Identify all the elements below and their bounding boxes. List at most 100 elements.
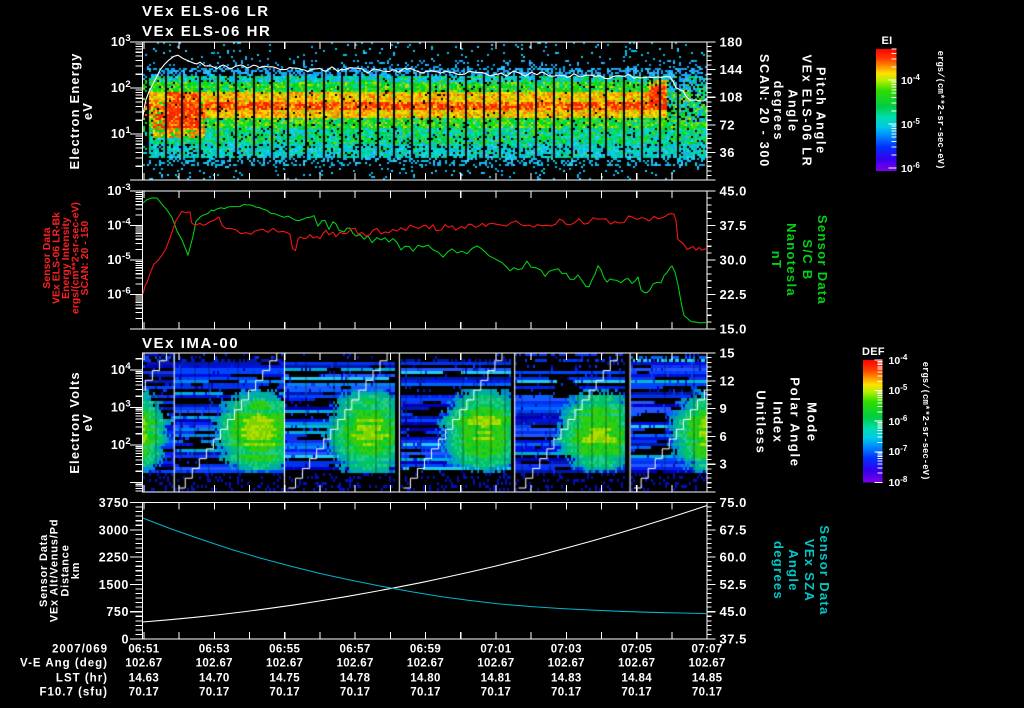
svg-text:3750: 3750: [99, 496, 129, 510]
svg-text:Angle: Angle: [785, 89, 799, 133]
svg-text:Sensor Data: Sensor Data: [817, 525, 832, 615]
svg-text:1500: 1500: [99, 578, 129, 592]
svg-text:70.17: 70.17: [481, 687, 512, 699]
svg-text:06:57: 06:57: [340, 644, 371, 656]
svg-text:37.5: 37.5: [720, 632, 747, 647]
svg-text:52.5: 52.5: [720, 577, 747, 592]
svg-text:VEx IMA-00: VEx IMA-00: [142, 335, 239, 352]
svg-text:Electron Volts: Electron Volts: [67, 371, 82, 474]
svg-text:15: 15: [720, 346, 735, 361]
svg-text:30.0: 30.0: [720, 253, 747, 268]
svg-text:06:59: 06:59: [410, 644, 441, 656]
svg-text:VEx ELS-06 LR: VEx ELS-06 LR: [142, 3, 270, 20]
svg-text:10-5: 10-5: [901, 117, 920, 131]
svg-text:S/C B: S/C B: [800, 239, 815, 280]
svg-text:70.17: 70.17: [129, 687, 160, 699]
svg-text:Sensor Data: Sensor Data: [42, 227, 53, 288]
svg-text:10-6: 10-6: [889, 414, 908, 428]
svg-text:3000: 3000: [99, 523, 129, 537]
svg-text:70.17: 70.17: [621, 687, 652, 699]
svg-text:45.0: 45.0: [720, 184, 747, 199]
svg-text:F10.7 (sfu): F10.7 (sfu): [39, 687, 108, 699]
svg-text:102.67: 102.67: [477, 658, 514, 670]
svg-text:10-5: 10-5: [889, 383, 908, 397]
svg-text:15.0: 15.0: [720, 322, 747, 337]
svg-text:10-4: 10-4: [107, 217, 131, 233]
svg-text:10-6: 10-6: [107, 286, 131, 302]
svg-text:SCAN: 20 - 150: SCAN: 20 - 150: [80, 221, 91, 296]
svg-text:07:05: 07:05: [621, 644, 652, 656]
svg-text:72: 72: [720, 117, 735, 132]
svg-text:22.5: 22.5: [720, 287, 747, 302]
svg-text:SCAN: 20 - 300: SCAN: 20 - 300: [757, 54, 771, 168]
svg-text:10-7: 10-7: [889, 444, 908, 458]
svg-text:07:07: 07:07: [692, 644, 723, 656]
svg-text:10-6: 10-6: [901, 161, 920, 175]
svg-text:102.67: 102.67: [548, 658, 585, 670]
svg-text:70.17: 70.17: [269, 687, 300, 699]
svg-text:67.5: 67.5: [720, 522, 747, 537]
svg-text:103: 103: [111, 33, 131, 49]
svg-text:102.67: 102.67: [688, 658, 725, 670]
svg-text:12: 12: [720, 373, 735, 388]
svg-text:102.67: 102.67: [407, 658, 444, 670]
svg-text:DEF: DEF: [862, 346, 885, 358]
svg-text:14.83: 14.83: [551, 673, 582, 685]
svg-text:10-3: 10-3: [107, 182, 131, 198]
svg-text:70.17: 70.17: [340, 687, 371, 699]
svg-text:06:55: 06:55: [269, 644, 300, 656]
svg-text:750: 750: [106, 605, 129, 619]
svg-text:102.67: 102.67: [618, 658, 655, 670]
svg-text:VEx Alt/Venus/Pd: VEx Alt/Venus/Pd: [49, 519, 61, 622]
svg-text:104: 104: [111, 361, 132, 377]
svg-text:degrees: degrees: [771, 541, 786, 600]
svg-text:10-5: 10-5: [107, 251, 131, 267]
svg-text:60.0: 60.0: [720, 550, 747, 565]
svg-text:VEx ELS-06 LR: VEx ELS-06 LR: [800, 54, 814, 167]
svg-text:101: 101: [111, 125, 132, 141]
svg-text:nT: nT: [769, 251, 784, 269]
svg-text:07:03: 07:03: [551, 644, 582, 656]
svg-text:14.70: 14.70: [199, 673, 230, 685]
svg-text:ergs/(cm**2-sr-sec-eV): ergs/(cm**2-sr-sec-eV): [70, 202, 81, 314]
svg-text:102.67: 102.67: [266, 658, 303, 670]
svg-text:Unitless: Unitless: [753, 390, 768, 454]
svg-text:Pitch Angle: Pitch Angle: [814, 67, 828, 155]
svg-text:km: km: [70, 562, 82, 580]
svg-text:45.0: 45.0: [720, 604, 747, 619]
svg-text:Angle: Angle: [786, 549, 801, 592]
svg-text:102: 102: [111, 79, 131, 95]
svg-text:3: 3: [720, 457, 728, 472]
svg-text:eV: eV: [80, 413, 95, 431]
svg-text:2250: 2250: [99, 551, 129, 565]
svg-text:180: 180: [720, 35, 743, 50]
svg-text:14.85: 14.85: [692, 673, 723, 685]
svg-text:14.81: 14.81: [481, 673, 512, 685]
svg-text:10-4: 10-4: [901, 73, 920, 87]
svg-text:14.78: 14.78: [340, 673, 371, 685]
svg-text:VEx ELS-06 HR: VEx ELS-06 HR: [142, 23, 271, 40]
svg-text:06:51: 06:51: [128, 644, 159, 656]
svg-text:0: 0: [121, 633, 129, 647]
svg-text:102.67: 102.67: [125, 658, 162, 670]
svg-text:14.84: 14.84: [621, 673, 652, 685]
svg-text:EI: EI: [882, 35, 893, 47]
svg-text:ergs/(cm**2-sr-sec-eV): ergs/(cm**2-sr-sec-eV): [920, 362, 930, 481]
svg-text:6: 6: [720, 429, 728, 444]
svg-text:V-E Ang (deg): V-E Ang (deg): [20, 658, 108, 670]
svg-text:70.17: 70.17: [199, 687, 230, 699]
svg-text:LST (hr): LST (hr): [56, 673, 108, 685]
svg-text:Nanotesla: Nanotesla: [784, 223, 799, 297]
svg-text:VEx ELS-06 LR-Bk: VEx ELS-06 LR-Bk: [52, 212, 63, 304]
svg-text:37.5: 37.5: [720, 218, 747, 233]
svg-text:36: 36: [720, 145, 735, 160]
svg-text:75.0: 75.0: [720, 495, 747, 510]
svg-text:9: 9: [720, 401, 728, 416]
svg-text:108: 108: [720, 90, 743, 105]
svg-text:Mode: Mode: [804, 402, 819, 443]
svg-text:14.63: 14.63: [129, 673, 160, 685]
svg-text:Energy Intensity: Energy Intensity: [61, 217, 72, 299]
svg-text:degrees: degrees: [771, 81, 785, 142]
svg-text:Distance: Distance: [59, 544, 71, 596]
svg-text:70.17: 70.17: [410, 687, 441, 699]
